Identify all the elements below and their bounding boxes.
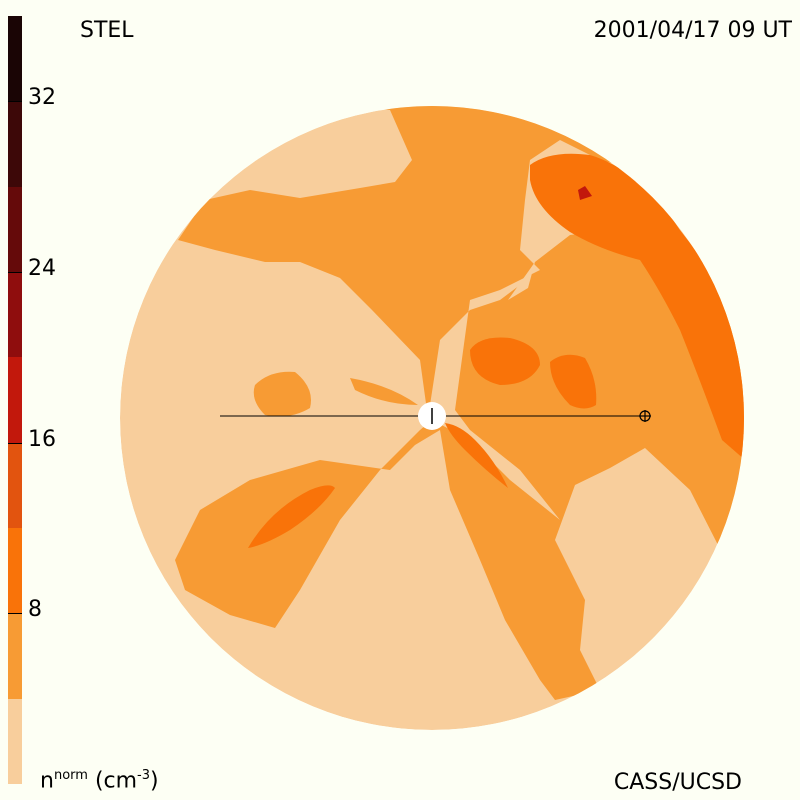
medium-density-wedge bbox=[350, 378, 418, 405]
spacecraft-label: STEL bbox=[80, 18, 134, 43]
colorbar-tick-label: 32 bbox=[28, 85, 56, 111]
high-density-region bbox=[530, 153, 744, 460]
high-density-blob-center bbox=[470, 337, 540, 385]
colorbar-segment bbox=[8, 16, 22, 102]
colorbar bbox=[8, 16, 22, 784]
colorbar-segment bbox=[8, 613, 22, 699]
colorbar-tick bbox=[8, 272, 22, 273]
colorbar-tick bbox=[8, 442, 22, 444]
colorbar-segment bbox=[8, 698, 22, 784]
colorbar-segment bbox=[8, 527, 22, 614]
colorbar-segment bbox=[8, 101, 22, 187]
credit-label: CASS/UCSD bbox=[613, 770, 742, 795]
colorbar-segment bbox=[8, 357, 22, 443]
unit-label: nnorm (cm-3) bbox=[40, 768, 159, 794]
low-density-notch bbox=[508, 262, 535, 300]
high-density-spike bbox=[445, 423, 508, 488]
colorbar-tick bbox=[8, 613, 22, 615]
medium-density-region bbox=[175, 106, 744, 700]
colorbar-segment bbox=[8, 186, 22, 272]
high-density-streak bbox=[248, 485, 335, 548]
density-contours bbox=[120, 106, 744, 730]
colorbar-segment bbox=[8, 442, 22, 528]
colorbar-tick-label: 24 bbox=[28, 256, 56, 281]
high-density-blob-right bbox=[550, 354, 597, 409]
colorbar-tick bbox=[8, 101, 22, 103]
medium-density-blob bbox=[253, 371, 311, 417]
colorbar-tick-label: 8 bbox=[28, 597, 42, 623]
colorbar-tick-label: 16 bbox=[28, 426, 56, 452]
timestamp-label: 2001/04/17 09 UT bbox=[593, 18, 792, 43]
colorbar-segment bbox=[8, 271, 22, 358]
peak-density-spot bbox=[578, 186, 592, 200]
